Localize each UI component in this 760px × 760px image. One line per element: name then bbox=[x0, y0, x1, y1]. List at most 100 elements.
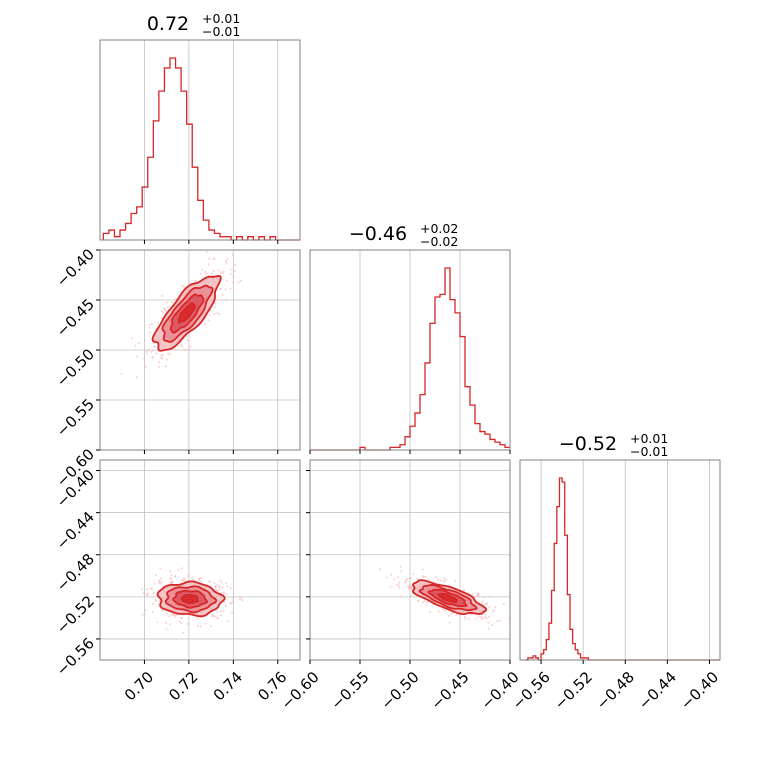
sample-point bbox=[154, 573, 157, 576]
sample-point bbox=[491, 610, 494, 613]
sample-point bbox=[454, 579, 457, 582]
sample-point bbox=[147, 348, 150, 351]
histogram-line-2 bbox=[525, 477, 720, 661]
sample-point bbox=[216, 610, 219, 613]
sample-point bbox=[161, 357, 164, 360]
param-title-2: −0.52 +0.01−0.01 bbox=[559, 431, 668, 459]
sample-point bbox=[220, 581, 223, 584]
contour-level-4 bbox=[437, 592, 458, 604]
title-value: −0.46 bbox=[349, 223, 407, 245]
sample-point bbox=[187, 574, 190, 577]
sample-point bbox=[231, 596, 234, 599]
sample-point bbox=[214, 302, 217, 305]
sample-point bbox=[239, 247, 241, 249]
sample-point bbox=[229, 602, 232, 605]
sample-point bbox=[244, 246, 246, 248]
sample-point bbox=[447, 614, 450, 617]
sample-point bbox=[399, 566, 402, 569]
title-value: −0.52 bbox=[559, 433, 617, 455]
x-tick-label: −0.50 bbox=[378, 668, 423, 713]
sample-point bbox=[165, 627, 168, 630]
sample-point bbox=[158, 579, 161, 582]
sample-point bbox=[232, 275, 235, 278]
sample-point bbox=[161, 609, 164, 612]
title-upper-error: +0.01 bbox=[630, 431, 668, 446]
sample-point bbox=[145, 350, 148, 353]
sample-point bbox=[223, 601, 226, 604]
sample-point bbox=[222, 270, 225, 273]
sample-point bbox=[199, 576, 202, 579]
sample-point bbox=[180, 567, 183, 570]
sample-point bbox=[476, 592, 479, 595]
sample-point bbox=[405, 577, 408, 580]
sample-point bbox=[226, 257, 229, 260]
sample-point bbox=[487, 621, 490, 624]
y-tick-label: −0.50 bbox=[53, 345, 98, 390]
sample-point bbox=[146, 588, 149, 591]
sample-point bbox=[222, 609, 225, 612]
x-tick-label: 0.72 bbox=[165, 668, 201, 704]
sample-point bbox=[424, 575, 427, 578]
sample-point bbox=[481, 616, 484, 619]
sample-point bbox=[415, 577, 418, 580]
sample-point bbox=[386, 576, 389, 579]
x-tick-label: −0.52 bbox=[551, 668, 596, 713]
sample-point bbox=[182, 631, 185, 634]
y-tick-label: −0.52 bbox=[53, 592, 98, 637]
sample-point bbox=[230, 268, 233, 271]
sample-point bbox=[177, 568, 180, 571]
title-upper-error: +0.01 bbox=[202, 11, 240, 26]
sample-point bbox=[219, 288, 222, 291]
histogram-line-1 bbox=[310, 267, 510, 451]
sample-point bbox=[220, 614, 223, 617]
histogram-panel-1: −0.46 +0.02−0.02 bbox=[309, 221, 511, 454]
sample-point bbox=[488, 606, 491, 609]
sample-point bbox=[390, 573, 393, 576]
sample-point bbox=[213, 313, 216, 316]
sample-point bbox=[166, 301, 169, 304]
sample-point bbox=[205, 272, 208, 275]
sample-point bbox=[231, 601, 234, 604]
sample-point bbox=[181, 345, 184, 348]
sample-point bbox=[445, 578, 448, 581]
sample-point bbox=[487, 615, 490, 618]
sample-point bbox=[181, 578, 184, 581]
sample-point bbox=[484, 613, 487, 616]
sample-point bbox=[224, 604, 227, 607]
sample-point bbox=[216, 312, 219, 315]
sample-point bbox=[475, 617, 478, 620]
sample-point bbox=[209, 581, 212, 584]
sample-point bbox=[214, 306, 217, 309]
sample-point bbox=[229, 587, 232, 590]
x-tick-label: −0.44 bbox=[635, 668, 680, 713]
y-tick-label: −0.48 bbox=[53, 550, 98, 595]
sample-point bbox=[174, 614, 177, 617]
histogram-line-0 bbox=[102, 57, 300, 241]
sample-point bbox=[175, 297, 178, 300]
sample-point bbox=[197, 578, 200, 581]
sample-point bbox=[404, 580, 407, 583]
sample-point bbox=[210, 625, 213, 628]
sample-point bbox=[150, 350, 153, 353]
sample-point bbox=[229, 287, 232, 290]
sample-point bbox=[226, 620, 229, 623]
sample-point bbox=[201, 268, 204, 271]
param-title-1: −0.46 +0.02−0.02 bbox=[349, 221, 458, 249]
sample-point bbox=[217, 268, 220, 271]
sample-point bbox=[184, 348, 187, 351]
sample-point bbox=[215, 588, 218, 591]
sample-point bbox=[225, 279, 228, 282]
sample-point bbox=[225, 298, 228, 301]
sample-point bbox=[238, 598, 241, 601]
sample-point bbox=[189, 345, 192, 348]
sample-point bbox=[232, 281, 235, 284]
sample-point bbox=[196, 618, 199, 621]
sample-point bbox=[166, 358, 169, 361]
sample-point bbox=[231, 254, 234, 257]
sample-point bbox=[426, 601, 429, 604]
x-tick-label: −0.48 bbox=[593, 668, 638, 713]
sample-point bbox=[464, 617, 467, 620]
sample-point bbox=[180, 622, 183, 625]
sample-point bbox=[241, 599, 244, 602]
sample-point bbox=[477, 593, 480, 596]
